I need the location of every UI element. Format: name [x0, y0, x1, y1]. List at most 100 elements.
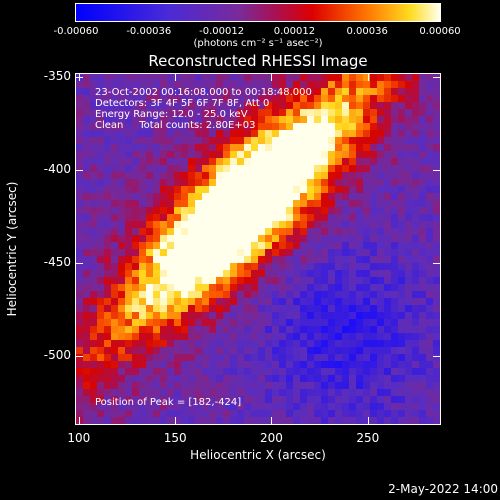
heatmap-cell	[279, 375, 286, 382]
heatmap-cell	[433, 340, 440, 347]
heatmap-cell	[237, 179, 244, 186]
heatmap-cell	[370, 389, 377, 396]
heatmap-cell	[258, 403, 265, 410]
heatmap-cell	[174, 298, 181, 305]
heatmap-cell	[188, 249, 195, 256]
heatmap-cell	[118, 270, 125, 277]
heatmap-cell	[391, 389, 398, 396]
heatmap-cell	[195, 312, 202, 319]
heatmap-cell	[174, 165, 181, 172]
heatmap-cell	[195, 228, 202, 235]
heatmap-cell	[328, 186, 335, 193]
heatmap-cell	[272, 277, 279, 284]
heatmap-cell	[335, 179, 342, 186]
heatmap-cell	[83, 221, 90, 228]
heatmap-cell	[125, 207, 132, 214]
heatmap-cell	[286, 235, 293, 242]
heatmap-cell	[132, 123, 139, 130]
heatmap-cell	[398, 102, 405, 109]
heatmap-cell	[335, 214, 342, 221]
heatmap-cell	[209, 95, 216, 102]
heatmap-cell	[328, 81, 335, 88]
heatmap-cell	[426, 95, 433, 102]
heatmap-cell	[426, 137, 433, 144]
heatmap-cell	[223, 123, 230, 130]
heatmap-cell	[258, 179, 265, 186]
heatmap-cell	[230, 123, 237, 130]
heatmap-cell	[272, 200, 279, 207]
heatmap-cell	[384, 151, 391, 158]
heatmap-cell	[258, 277, 265, 284]
heatmap-cell	[195, 186, 202, 193]
heatmap-cell	[426, 256, 433, 263]
heatmap-cell	[153, 319, 160, 326]
heatmap-cell	[363, 151, 370, 158]
heatmap-cell	[433, 242, 440, 249]
heatmap-cell	[258, 375, 265, 382]
heatmap-cell	[139, 347, 146, 354]
heatmap-cell	[188, 207, 195, 214]
heatmap-cell	[314, 375, 321, 382]
heatmap-cell	[426, 144, 433, 151]
heatmap-cell	[307, 221, 314, 228]
heatmap-cell	[356, 95, 363, 102]
heatmap-cell	[237, 88, 244, 95]
heatmap-cell	[405, 368, 412, 375]
heatmap-cell	[328, 410, 335, 417]
heatmap-cell	[237, 172, 244, 179]
heatmap-cell	[349, 333, 356, 340]
heatmap-cell	[195, 270, 202, 277]
heatmap-cell	[209, 130, 216, 137]
heatmap-cell	[244, 298, 251, 305]
heatmap-cell	[223, 200, 230, 207]
heatmap-cell	[307, 305, 314, 312]
heatmap-cell	[76, 235, 83, 242]
heatmap-cell	[132, 340, 139, 347]
heatmap-cell	[90, 319, 97, 326]
heatmap-cell	[195, 116, 202, 123]
heatmap-cell	[125, 200, 132, 207]
heatmap-cell	[342, 326, 349, 333]
heatmap-cell	[286, 277, 293, 284]
heatmap-cell	[384, 312, 391, 319]
heatmap-cell	[335, 312, 342, 319]
heatmap-cell	[181, 382, 188, 389]
heatmap-cell	[111, 214, 118, 221]
heatmap-cell	[286, 151, 293, 158]
heatmap-cell	[258, 312, 265, 319]
heatmap-cell	[314, 81, 321, 88]
heatmap-cell	[286, 186, 293, 193]
heatmap-cell	[90, 284, 97, 291]
heatmap-cell	[321, 305, 328, 312]
heatmap-cell	[405, 417, 412, 424]
heatmap-cell	[356, 277, 363, 284]
heatmap-cell	[104, 235, 111, 242]
heatmap-cell	[265, 130, 272, 137]
heatmap-cell	[356, 123, 363, 130]
heatmap-cell	[146, 95, 153, 102]
heatmap-cell	[216, 326, 223, 333]
heatmap-cell	[307, 172, 314, 179]
heatmap-cell	[104, 277, 111, 284]
heatmap-cell	[258, 298, 265, 305]
heatmap-cell	[300, 228, 307, 235]
heatmap-cell	[181, 109, 188, 116]
heatmap-cell	[167, 319, 174, 326]
heatmap-cell	[412, 221, 419, 228]
heatmap-cell	[279, 396, 286, 403]
heatmap-cell	[342, 95, 349, 102]
heatmap-cell	[391, 165, 398, 172]
heatmap-cell	[216, 403, 223, 410]
heatmap-cell	[265, 270, 272, 277]
heatmap-cell	[223, 396, 230, 403]
heatmap-cell	[349, 242, 356, 249]
heatmap-cell	[419, 417, 426, 424]
heatmap-cell	[118, 144, 125, 151]
heatmap-cell	[202, 235, 209, 242]
heatmap-cell	[216, 298, 223, 305]
heatmap-cell	[363, 74, 370, 81]
heatmap-cell	[237, 389, 244, 396]
heatmap-cell	[377, 200, 384, 207]
heatmap-cell	[300, 81, 307, 88]
heatmap-cell	[167, 333, 174, 340]
